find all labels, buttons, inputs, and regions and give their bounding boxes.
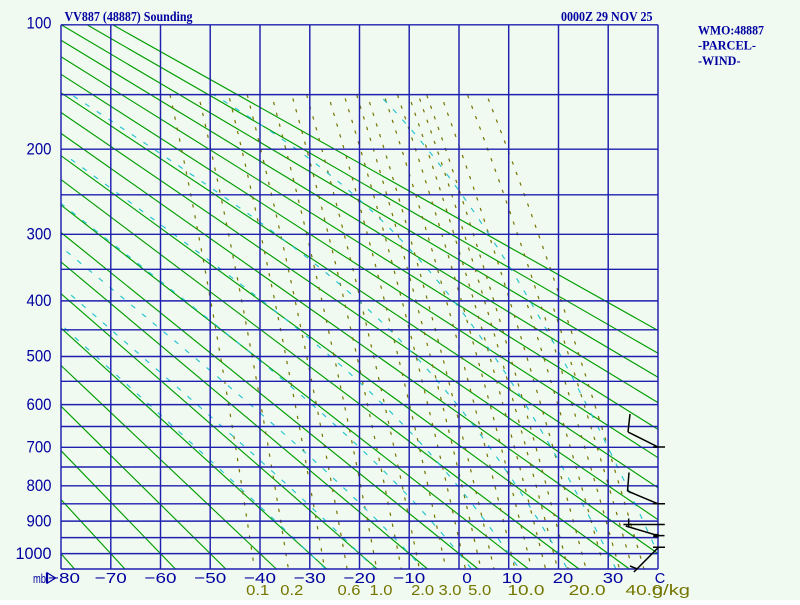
svg-text:10.0: 10.0 bbox=[507, 582, 544, 599]
svg-text:−80: −80 bbox=[48, 570, 80, 587]
svg-text:−20: −20 bbox=[344, 570, 376, 587]
svg-text:1.0: 1.0 bbox=[370, 582, 393, 599]
svg-text:1000: 1000 bbox=[16, 544, 52, 563]
svg-text:200: 200 bbox=[27, 139, 52, 158]
svg-text:900: 900 bbox=[27, 511, 52, 530]
svg-text:3.0: 3.0 bbox=[439, 582, 462, 599]
svg-text:100: 100 bbox=[27, 13, 52, 32]
svg-text:C: C bbox=[655, 570, 666, 587]
svg-text:700: 700 bbox=[27, 437, 52, 456]
svg-text:g/kg: g/kg bbox=[652, 582, 690, 599]
svg-text:−40: −40 bbox=[244, 570, 276, 587]
svg-text:20: 20 bbox=[553, 570, 574, 587]
svg-text:800: 800 bbox=[27, 476, 52, 495]
svg-text:−30: −30 bbox=[294, 570, 326, 587]
svg-text:−70: −70 bbox=[95, 570, 127, 587]
svg-text:20.0: 20.0 bbox=[569, 582, 606, 599]
svg-text:mb: mb bbox=[33, 571, 46, 586]
svg-text:0000Z 29 NOV 25: 0000Z 29 NOV 25 bbox=[561, 9, 653, 24]
svg-text:0.6: 0.6 bbox=[338, 582, 361, 599]
svg-text:600: 600 bbox=[27, 395, 52, 414]
svg-text:−10: −10 bbox=[393, 570, 425, 587]
svg-text:500: 500 bbox=[27, 347, 52, 366]
svg-text:−50: −50 bbox=[194, 570, 226, 587]
svg-text:400: 400 bbox=[27, 291, 52, 310]
svg-text:WMO:48887: WMO:48887 bbox=[698, 23, 764, 38]
svg-text:−60: −60 bbox=[145, 570, 177, 587]
svg-text:VV887 (48887) Sounding: VV887 (48887) Sounding bbox=[65, 9, 193, 24]
svg-text:40.0: 40.0 bbox=[626, 582, 663, 599]
svg-text:5.0: 5.0 bbox=[468, 582, 491, 599]
svg-text:0.2: 0.2 bbox=[280, 582, 303, 599]
svg-text:0.1: 0.1 bbox=[246, 582, 269, 599]
svg-text:300: 300 bbox=[27, 224, 52, 243]
svg-text:30: 30 bbox=[603, 570, 624, 587]
svg-text:-WIND-: -WIND- bbox=[698, 53, 741, 68]
svg-text:-PARCEL-: -PARCEL- bbox=[698, 38, 756, 53]
svg-text:10: 10 bbox=[502, 570, 523, 587]
svg-text:2.0: 2.0 bbox=[411, 582, 434, 599]
svg-text:0: 0 bbox=[462, 570, 472, 587]
